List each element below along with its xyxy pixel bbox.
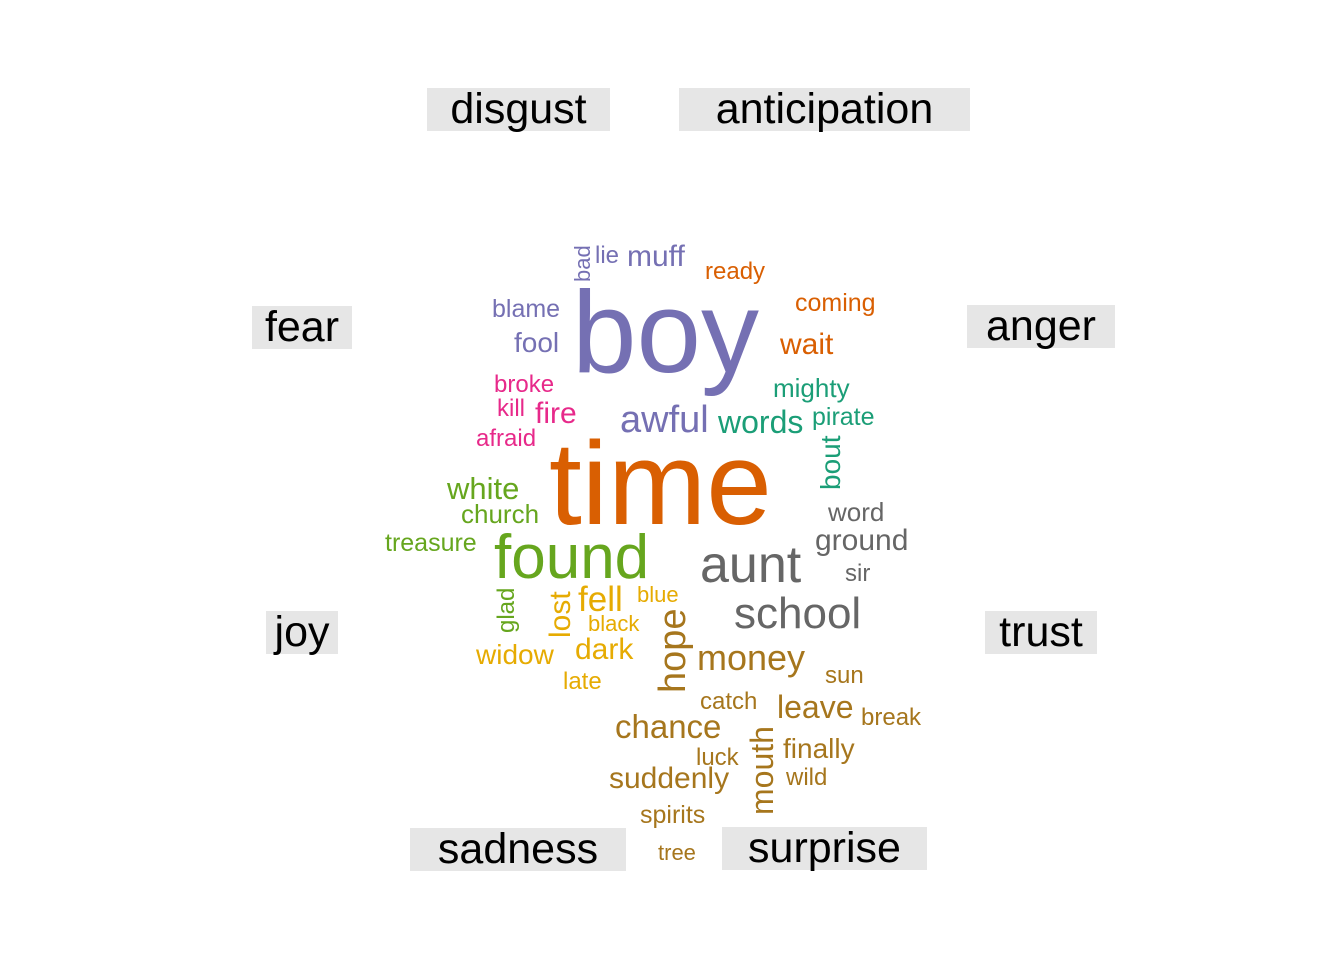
word-late: late xyxy=(563,668,602,695)
word-tree: tree xyxy=(658,840,696,865)
label-joy-text: joy xyxy=(274,608,330,656)
word-muff: muff xyxy=(627,240,685,273)
word-afraid: afraid xyxy=(476,425,536,452)
word-chance: chance xyxy=(615,708,721,745)
word-spirits: spirits xyxy=(640,801,705,829)
word-luck: luck xyxy=(696,744,740,771)
word-fool: fool xyxy=(514,327,559,358)
label-sadness: sadness xyxy=(410,828,626,871)
word-word: word xyxy=(827,497,884,527)
word-white: white xyxy=(446,471,519,506)
word-pirate: pirate xyxy=(812,403,875,431)
word-money: money xyxy=(697,637,805,678)
word-glad: glad xyxy=(493,588,520,633)
word-ready: ready xyxy=(705,258,765,285)
word-school: school xyxy=(734,589,861,638)
word-aunt: aunt xyxy=(700,536,802,594)
label-trust: trust xyxy=(985,611,1097,654)
label-surprise-text: surprise xyxy=(748,824,901,872)
word-leave: leave xyxy=(777,689,854,725)
word-broke: broke xyxy=(494,371,554,398)
label-surprise: surprise xyxy=(722,827,927,870)
word-time: time xyxy=(549,418,772,550)
word-sun: sun xyxy=(825,662,864,689)
word-finally: finally xyxy=(783,733,855,764)
label-trust-text: trust xyxy=(999,608,1083,656)
word-suddenly: suddenly xyxy=(609,762,729,795)
label-fear-text: fear xyxy=(264,303,340,351)
word-words: words xyxy=(717,404,803,440)
label-joy: joy xyxy=(266,611,338,654)
word-mouth: mouth xyxy=(744,726,780,815)
word-mighty: mighty xyxy=(773,373,850,403)
word-awful: awful xyxy=(620,399,709,441)
word-bad: bad xyxy=(570,245,595,282)
label-fear: fear xyxy=(252,306,352,349)
label-sadness-text: sadness xyxy=(437,825,599,873)
word-church: church xyxy=(461,499,539,529)
label-anticipation-text: anticipation xyxy=(715,85,934,133)
word-wait: wait xyxy=(779,328,834,361)
word-fell: fell xyxy=(578,580,623,619)
word-kill: kill xyxy=(497,395,525,422)
word-lie: lie xyxy=(595,242,619,269)
word-hope: hope xyxy=(652,608,694,693)
word-boy: boy xyxy=(572,267,759,397)
word-ground: ground xyxy=(815,524,908,557)
word-found: found xyxy=(494,523,649,592)
word-blue: blue xyxy=(637,582,679,607)
word-treasure: treasure xyxy=(385,529,477,557)
word-bout: bout xyxy=(815,435,846,490)
word-fire: fire xyxy=(535,397,577,430)
word-black: black xyxy=(588,611,640,636)
word-sir: sir xyxy=(845,560,870,587)
label-anger: anger xyxy=(967,305,1115,348)
word-lost: lost xyxy=(544,591,577,638)
label-anger-text: anger xyxy=(986,302,1096,350)
label-disgust-text: disgust xyxy=(450,85,587,133)
word-widow: widow xyxy=(475,639,555,670)
word-coming: coming xyxy=(795,289,876,317)
word-catch: catch xyxy=(700,688,757,715)
label-anticipation: anticipation xyxy=(679,88,970,131)
word-wild: wild xyxy=(785,764,827,791)
word-blame: blame xyxy=(492,295,560,323)
word-break: break xyxy=(861,704,922,731)
word-dark: dark xyxy=(575,633,634,666)
label-disgust: disgust xyxy=(427,88,610,131)
